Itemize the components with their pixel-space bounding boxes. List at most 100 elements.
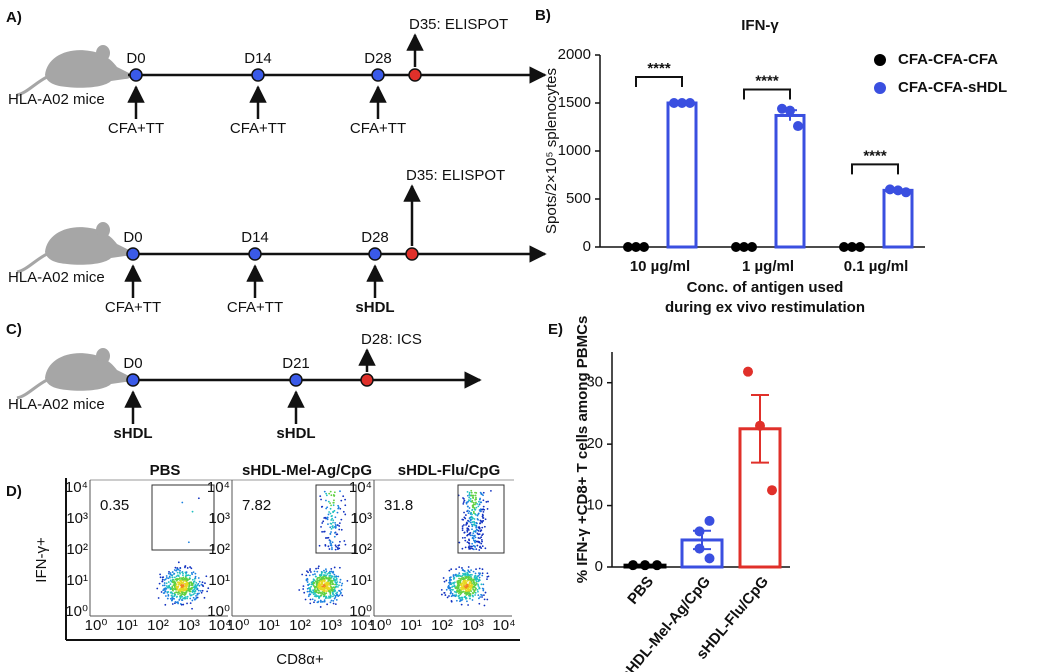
- event-dot: [179, 577, 181, 580]
- event-dot: [469, 494, 471, 497]
- event-dot: [312, 589, 315, 592]
- event-dot: [455, 568, 458, 571]
- event-dot: [474, 541, 477, 544]
- event-dot: [464, 539, 467, 542]
- event-dot: [335, 599, 338, 601]
- event-dot: [471, 525, 474, 528]
- event-dot: [165, 587, 168, 590]
- event-dot: [329, 591, 332, 594]
- event-dot: [316, 578, 318, 581]
- y-tick-label: 20: [586, 435, 603, 452]
- event-dot: [448, 576, 451, 579]
- event-dot: [191, 586, 194, 589]
- x-tick-label: 10²: [431, 617, 453, 634]
- event-dot: [471, 599, 474, 601]
- event-dot: [475, 526, 478, 529]
- event-dot: [179, 592, 181, 595]
- event-dot: [329, 502, 331, 505]
- event-dot: [465, 584, 468, 587]
- event-dot: [333, 594, 336, 597]
- treatment-label: sHDL: [276, 425, 315, 442]
- event-dot: [179, 572, 181, 575]
- event-dot: [332, 582, 334, 585]
- event-dot: [459, 577, 462, 580]
- event-dot: [184, 578, 187, 581]
- event-dot: [334, 590, 337, 592]
- event-dot: [182, 574, 184, 577]
- event-dot: [470, 569, 473, 572]
- mouse-icon: [15, 220, 133, 274]
- event-dot: [465, 502, 468, 505]
- event-dot: [341, 594, 344, 597]
- event-dot: [453, 577, 456, 579]
- event-dot: [474, 536, 477, 539]
- event-dot: [316, 587, 319, 590]
- day-label: D21: [282, 355, 310, 372]
- event-dot: [325, 507, 328, 510]
- event-dot: [448, 586, 451, 589]
- event-dot: [307, 571, 309, 574]
- event-dot: [477, 580, 480, 583]
- event-dot: [462, 590, 465, 593]
- panel-label: C): [6, 321, 22, 338]
- event-dot: [475, 582, 478, 584]
- x-axis-label: during ex vivo restimulation: [665, 299, 865, 316]
- event-dot: [177, 586, 180, 588]
- event-dot: [166, 597, 169, 600]
- event-dot: [467, 512, 470, 514]
- event-dot: [171, 580, 174, 582]
- event-dot: [479, 572, 481, 575]
- y-tick-label: 10³: [66, 510, 88, 527]
- event-dot: [461, 525, 464, 528]
- event-dot: [189, 597, 192, 600]
- event-dot: [191, 578, 194, 581]
- event-dot: [462, 578, 465, 581]
- event-dot: [450, 579, 452, 581]
- event-dot: [185, 586, 188, 588]
- event-dot: [182, 584, 185, 587]
- y-tick-label: 1000: [558, 142, 591, 159]
- event-dot: [480, 520, 483, 523]
- event-dot: [307, 595, 310, 598]
- event-dot: [181, 571, 184, 574]
- event-dot: [473, 530, 476, 533]
- event-dot: [183, 597, 186, 600]
- event-dot: [478, 573, 481, 576]
- event-dot: [481, 574, 484, 577]
- event-dot: [333, 535, 336, 538]
- event-dot: [478, 576, 481, 579]
- event-dot: [484, 591, 487, 594]
- day-dot: [371, 68, 385, 82]
- event-dot: [470, 515, 473, 518]
- event-dot: [440, 588, 443, 591]
- event-dot: [475, 522, 478, 524]
- event-dot: [466, 530, 469, 533]
- event-dot: [473, 545, 476, 548]
- event-dot: [468, 571, 471, 574]
- event-dot: [168, 575, 171, 578]
- event-dot: [329, 580, 332, 583]
- readout-label: D35: ELISPOT: [409, 16, 508, 33]
- event-dot: [318, 595, 321, 598]
- event-dot: [482, 499, 485, 502]
- event-dot: [318, 579, 321, 582]
- event-dot: [471, 542, 474, 545]
- event-dot: [323, 517, 326, 519]
- event-dot: [475, 506, 478, 509]
- event-dot: [310, 585, 313, 588]
- event-dot: [472, 595, 474, 598]
- event-dot: [186, 597, 189, 600]
- event-dot: [314, 595, 317, 598]
- event-dot: [342, 495, 345, 498]
- event-dot: [467, 529, 470, 531]
- event-dot: [481, 568, 484, 571]
- event-dot: [325, 590, 328, 593]
- event-dot: [467, 587, 470, 589]
- event-dot: [469, 582, 472, 584]
- x-tick-label: 0.1 µg/ml: [844, 258, 909, 275]
- event-dot: [451, 588, 454, 591]
- event-dot: [334, 525, 337, 528]
- event-dot: [453, 590, 456, 593]
- event-dot: [472, 570, 475, 573]
- mouse-label: HLA-A02 mice: [8, 91, 105, 108]
